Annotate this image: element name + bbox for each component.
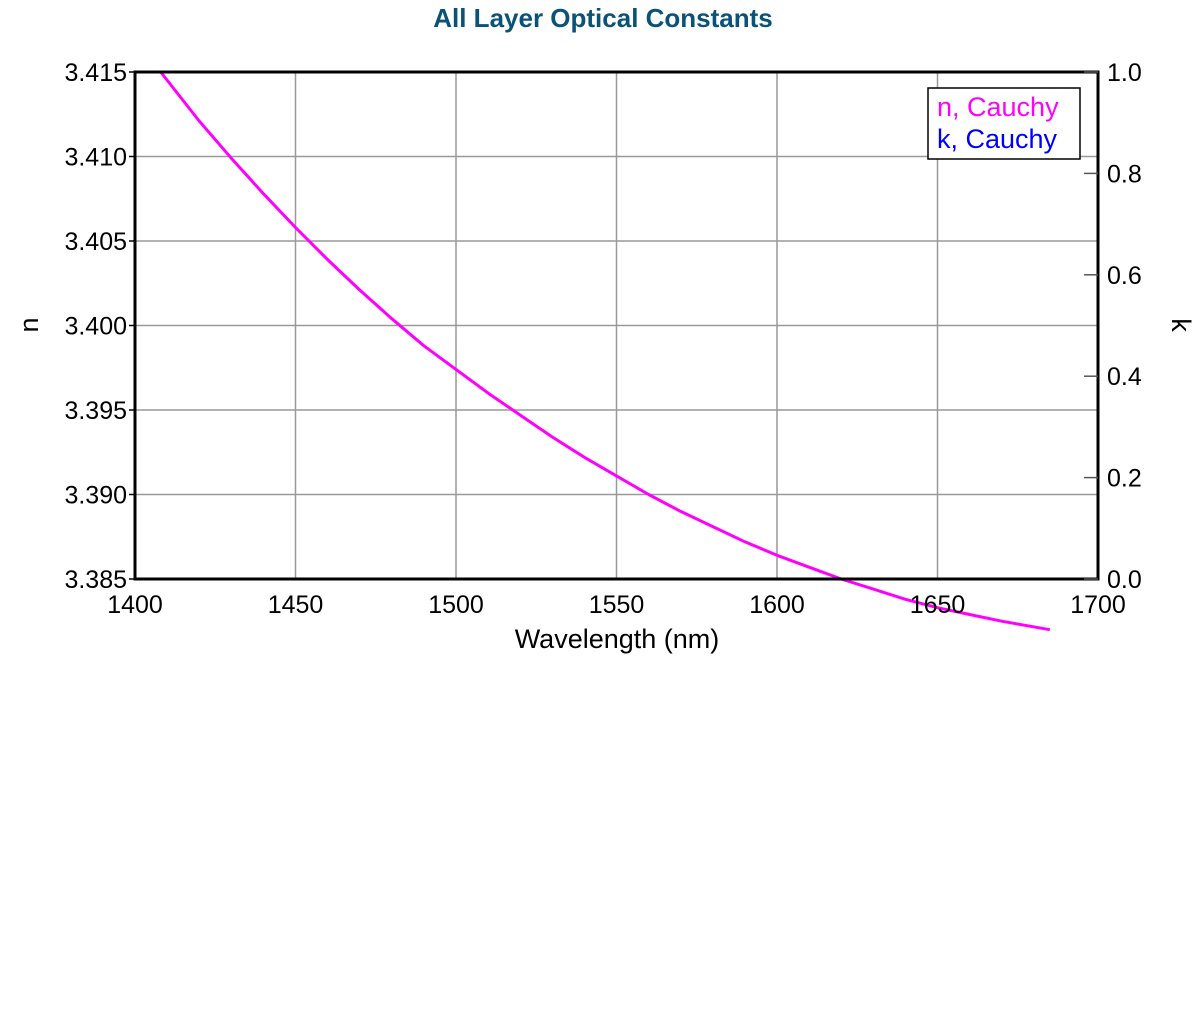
- right-y-tick-label: 0.6: [1107, 262, 1142, 290]
- x-tick-label: 1550: [589, 591, 645, 619]
- left-y-tick-label: 3.385: [64, 566, 127, 594]
- left-y-tick-label: 3.405: [64, 228, 127, 256]
- right-y-tick-label: 0.0: [1107, 566, 1142, 594]
- x-tick-label: 1600: [749, 591, 805, 619]
- series-layer: [159, 71, 1051, 632]
- chart: All Layer Optical Constants 1400 1450 1500…: [14, 3, 1196, 654]
- legend-entry-n-cauchy: n, Cauchy: [937, 92, 1059, 122]
- legend-box: [927, 87, 1081, 160]
- legend-entry-k-cauchy: k, Cauchy: [937, 124, 1058, 154]
- right-y-tick-labels: 0.0 0.2 0.4 0.6 0.8 1.0: [1084, 59, 1142, 594]
- left-y-tick-labels: 3.385 3.390 3.395 3.400 3.405 3.410 3.415: [64, 59, 135, 594]
- left-y-tick-label: 3.400: [64, 313, 127, 341]
- legend: n, Cauchy k, Cauchy: [927, 87, 1081, 160]
- x-axis-label: Wavelength (nm): [515, 624, 720, 654]
- right-y-tick-label: 0.4: [1107, 363, 1142, 391]
- left-y-tick-label: 3.415: [64, 59, 127, 87]
- x-tick-label: 1450: [268, 591, 324, 619]
- right-y-axis-label: k: [1166, 318, 1196, 332]
- left-y-tick-label: 3.390: [64, 482, 127, 510]
- left-y-tick-label: 3.410: [64, 144, 127, 172]
- x-tick-label: 1500: [428, 591, 484, 619]
- x-tick-labels: 1400 1450 1500 1550 1600 1650 1700: [107, 591, 1126, 619]
- chart-title: All Layer Optical Constants: [433, 3, 773, 33]
- x-tick-label: 1400: [107, 591, 163, 619]
- right-y-tick-label: 0.8: [1107, 160, 1142, 188]
- right-y-tick-label: 0.2: [1107, 465, 1142, 493]
- left-y-tick-label: 3.395: [64, 397, 127, 425]
- right-y-tick-label: 1.0: [1107, 59, 1142, 87]
- x-tick-label: 1700: [1070, 591, 1126, 619]
- left-y-axis-label: n: [14, 317, 44, 332]
- series-line-n-cauchy: [159, 71, 1051, 632]
- x-tick-label: 1650: [910, 591, 966, 619]
